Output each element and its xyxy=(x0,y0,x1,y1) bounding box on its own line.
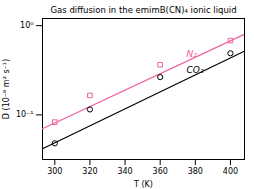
svg-text:380: 380 xyxy=(188,167,203,176)
svg-text:340: 340 xyxy=(117,167,132,176)
svg-text:10⁰: 10⁰ xyxy=(20,21,33,30)
svg-text:400: 400 xyxy=(223,167,238,176)
svg-text:300: 300 xyxy=(47,167,62,176)
svg-text:320: 320 xyxy=(82,167,97,176)
svg-text:CO₂: CO₂ xyxy=(187,65,204,75)
svg-text:T (K): T (K) xyxy=(133,180,153,189)
svg-text:360: 360 xyxy=(153,167,168,176)
svg-text:D (10⁻⁸ m² s⁻¹): D (10⁻⁸ m² s⁻¹) xyxy=(2,59,11,119)
svg-text:Gas diffusion in the emimB(CN): Gas diffusion in the emimB(CN)₄ ionic li… xyxy=(50,5,236,15)
svg-text:10⁻¹: 10⁻¹ xyxy=(16,110,34,119)
svg-text:N₂: N₂ xyxy=(187,49,198,59)
